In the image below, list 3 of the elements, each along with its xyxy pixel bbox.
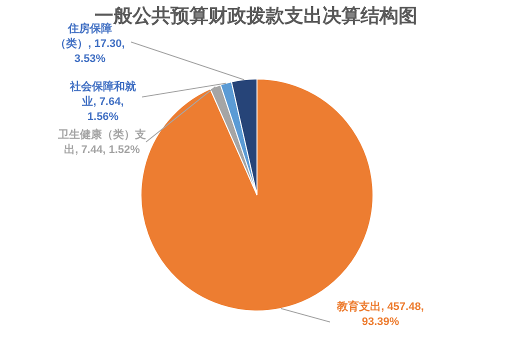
slice-label: 社会保障和就业, 7.64, 1.56%: [68, 80, 137, 125]
slice-label: 卫生健康（类）支出, 7.44, 1.52%: [58, 128, 146, 158]
slice-label: 教育支出, 457.48, 93.39%: [336, 300, 425, 330]
